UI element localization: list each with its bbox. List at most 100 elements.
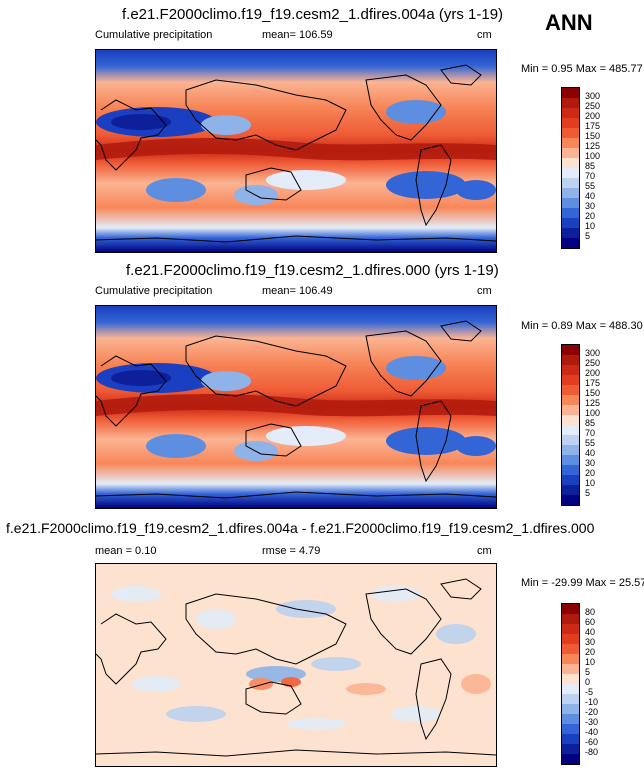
panel-3-minmax: Min = -29.99 Max = 25.57 bbox=[521, 577, 644, 589]
panel-1-colorbar bbox=[561, 87, 580, 249]
colorbar-swatch bbox=[562, 734, 579, 744]
panel-3-map bbox=[95, 563, 497, 767]
colorbar-tick: 250 bbox=[585, 358, 601, 368]
colorbar-swatch bbox=[562, 158, 579, 168]
colorbar-tick: 55 bbox=[585, 438, 596, 448]
colorbar-swatch bbox=[562, 654, 579, 664]
colorbar-swatch bbox=[562, 455, 579, 465]
colorbar-tick: 100 bbox=[585, 408, 601, 418]
colorbar-swatch bbox=[562, 435, 579, 445]
panel-2-left-label: Cumulative precipitation bbox=[95, 285, 213, 297]
panel-3-units: cm bbox=[477, 545, 492, 557]
colorbar-swatch bbox=[562, 495, 579, 505]
colorbar-tick: 5 bbox=[585, 488, 591, 498]
colorbar-swatch bbox=[562, 148, 579, 158]
colorbar-tick: -60 bbox=[585, 737, 599, 747]
panel-1-map bbox=[95, 49, 497, 253]
colorbar-swatch bbox=[562, 208, 579, 218]
panel-2-title: f.e21.F2000climo.f19_f19.cesm2_1.dfires.… bbox=[126, 262, 499, 279]
colorbar-tick: -5 bbox=[585, 687, 594, 697]
colorbar-swatch bbox=[562, 714, 579, 724]
colorbar-tick: 150 bbox=[585, 388, 601, 398]
colorbar-swatch bbox=[562, 355, 579, 365]
colorbar-tick: 5 bbox=[585, 667, 591, 677]
colorbar-swatch bbox=[562, 664, 579, 674]
colorbar-tick: 200 bbox=[585, 368, 601, 378]
colorbar-swatch bbox=[562, 754, 579, 764]
colorbar-tick: 250 bbox=[585, 101, 601, 111]
colorbar-swatch bbox=[562, 365, 579, 375]
colorbar-tick: 10 bbox=[585, 221, 596, 231]
colorbar-swatch bbox=[562, 238, 579, 248]
panel-2-map bbox=[95, 305, 497, 509]
colorbar-swatch bbox=[562, 624, 579, 634]
colorbar-swatch bbox=[562, 108, 579, 118]
colorbar-swatch bbox=[562, 465, 579, 475]
colorbar-swatch bbox=[562, 188, 579, 198]
panel-2-minmax: Min = 0.89 Max = 488.30 bbox=[521, 320, 643, 332]
colorbar-tick: 20 bbox=[585, 468, 596, 478]
panel-1-title: f.e21.F2000climo.f19_f19.cesm2_1.dfires.… bbox=[122, 6, 504, 23]
colorbar-tick: 40 bbox=[585, 448, 596, 458]
colorbar-swatch bbox=[562, 385, 579, 395]
colorbar-tick: 20 bbox=[585, 211, 596, 221]
colorbar-tick: 175 bbox=[585, 378, 601, 388]
colorbar-tick: 70 bbox=[585, 171, 596, 181]
panel-2-colorbar bbox=[561, 344, 580, 506]
panel-2-units: cm bbox=[477, 285, 492, 297]
colorbar-swatch bbox=[562, 704, 579, 714]
colorbar-tick: 55 bbox=[585, 181, 596, 191]
colorbar-swatch bbox=[562, 634, 579, 644]
colorbar-swatch bbox=[562, 218, 579, 228]
colorbar-swatch bbox=[562, 198, 579, 208]
panel-1-units: cm bbox=[477, 29, 492, 41]
colorbar-tick: 10 bbox=[585, 657, 596, 667]
colorbar-swatch bbox=[562, 118, 579, 128]
panel-1-left-label: Cumulative precipitation bbox=[95, 29, 213, 41]
colorbar-swatch bbox=[562, 724, 579, 734]
colorbar-swatch bbox=[562, 395, 579, 405]
colorbar-tick: 40 bbox=[585, 627, 596, 637]
panel-1-minmax: Min = 0.95 Max = 485.77 bbox=[521, 63, 643, 75]
panel-3-colorbar bbox=[561, 603, 580, 765]
colorbar-tick: 125 bbox=[585, 141, 601, 151]
colorbar-swatch bbox=[562, 485, 579, 495]
colorbar-tick: -20 bbox=[585, 707, 599, 717]
colorbar-swatch bbox=[562, 168, 579, 178]
colorbar-tick: 0 bbox=[585, 677, 591, 687]
colorbar-tick: -80 bbox=[585, 747, 599, 757]
colorbar-tick: 100 bbox=[585, 151, 601, 161]
colorbar-swatch bbox=[562, 604, 579, 614]
colorbar-swatch bbox=[562, 228, 579, 238]
colorbar-tick: -30 bbox=[585, 717, 599, 727]
panel-3-title: f.e21.F2000climo.f19_f19.cesm2_1.dfires.… bbox=[6, 520, 595, 536]
colorbar-tick: 85 bbox=[585, 161, 596, 171]
colorbar-tick: 10 bbox=[585, 478, 596, 488]
colorbar-tick: 5 bbox=[585, 231, 591, 241]
colorbar-tick: 125 bbox=[585, 398, 601, 408]
colorbar-tick: 60 bbox=[585, 617, 596, 627]
colorbar-swatch bbox=[562, 178, 579, 188]
colorbar-tick: 70 bbox=[585, 428, 596, 438]
colorbar-swatch bbox=[562, 98, 579, 108]
colorbar-tick: -40 bbox=[585, 727, 599, 737]
season-label: ANN bbox=[545, 10, 593, 35]
colorbar-swatch bbox=[562, 138, 579, 148]
colorbar-swatch bbox=[562, 445, 579, 455]
colorbar-tick: 85 bbox=[585, 418, 596, 428]
colorbar-tick: 175 bbox=[585, 121, 601, 131]
colorbar-swatch bbox=[562, 684, 579, 694]
colorbar-swatch bbox=[562, 345, 579, 355]
colorbar-swatch bbox=[562, 694, 579, 704]
colorbar-swatch bbox=[562, 88, 579, 98]
colorbar-tick: 200 bbox=[585, 111, 601, 121]
colorbar-tick: 20 bbox=[585, 647, 596, 657]
colorbar-swatch bbox=[562, 674, 579, 684]
colorbar-swatch bbox=[562, 405, 579, 415]
colorbar-tick: 300 bbox=[585, 348, 601, 358]
colorbar-tick: 30 bbox=[585, 637, 596, 647]
colorbar-swatch bbox=[562, 128, 579, 138]
colorbar-tick: 80 bbox=[585, 607, 596, 617]
colorbar-swatch bbox=[562, 744, 579, 754]
colorbar-swatch bbox=[562, 375, 579, 385]
